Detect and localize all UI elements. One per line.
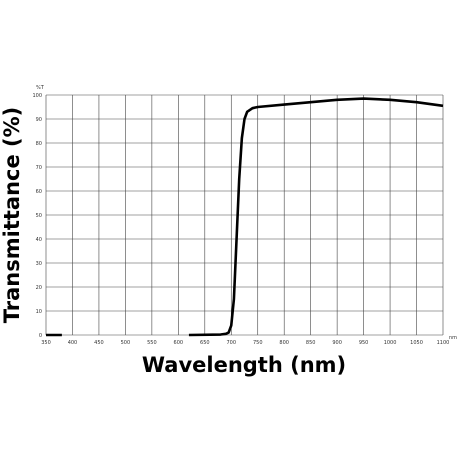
x-tick-label: 1000	[384, 340, 397, 346]
y-tick-label: 40	[36, 237, 42, 243]
y-unit: %T	[36, 85, 45, 91]
y-tick-label: 60	[36, 189, 42, 195]
y-tick-label: 10	[36, 309, 42, 315]
transmittance-line	[46, 97, 444, 337]
y-tick-label: 20	[36, 285, 42, 291]
x-tick-label: 900	[332, 340, 342, 346]
y-tick-label: 100	[32, 93, 42, 99]
y-tick-label: 80	[36, 141, 42, 147]
y-tick-label: 50	[36, 213, 42, 219]
x-tick-label: 1100	[437, 340, 450, 346]
x-unit: nm	[449, 335, 457, 341]
y-axis-label: Transmittance (%)	[0, 107, 24, 324]
x-tick-label: 400	[68, 340, 78, 346]
x-tick-label: 950	[359, 340, 369, 346]
x-tick-label: 650	[200, 340, 210, 346]
y-tick-label: 70	[36, 165, 42, 171]
x-tick-label: 800	[279, 340, 289, 346]
x-tick-label: 600	[174, 340, 184, 346]
x-tick-label: 450	[94, 340, 104, 346]
x-tick-label: 350	[41, 340, 51, 346]
x-tick-label: 500	[121, 340, 131, 346]
x-tick-label: 1050	[410, 340, 423, 346]
x-axis-label: Wavelength (nm)	[142, 353, 346, 377]
y-tick-label: 0	[39, 333, 42, 339]
x-tick-label: 550	[147, 340, 157, 346]
y-tick-label: 30	[36, 261, 42, 267]
y-tick-label: 90	[36, 117, 42, 123]
x-tick-label: 750	[253, 340, 263, 346]
x-tick-label: 850	[306, 340, 316, 346]
x-tick-label: 700	[226, 340, 236, 346]
